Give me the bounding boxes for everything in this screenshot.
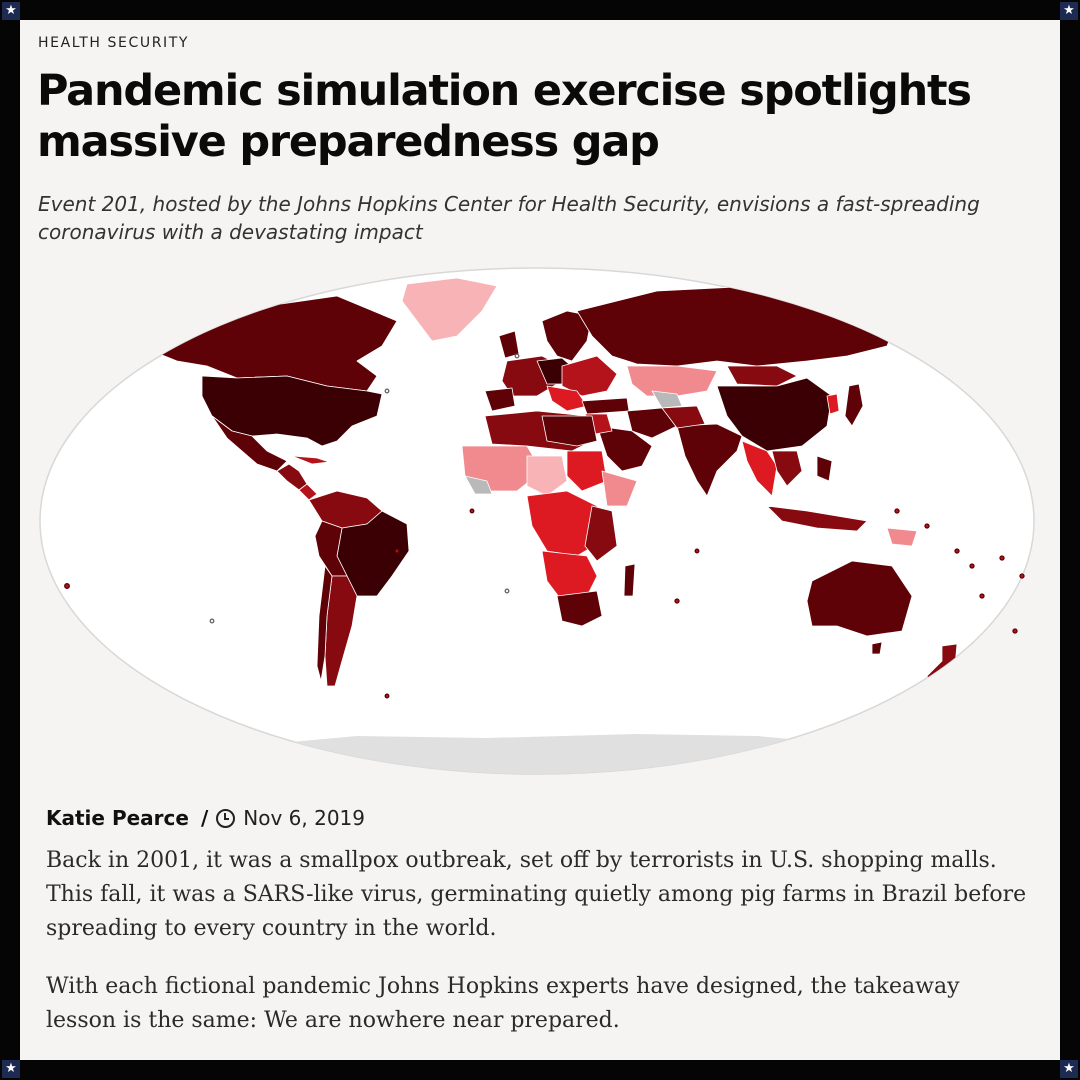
west-africa-gray xyxy=(464,475,493,495)
pakistan-afghan xyxy=(661,405,706,429)
chile-strip xyxy=(316,565,333,682)
indonesia xyxy=(766,505,868,532)
category-label[interactable]: HEALTH SECURITY xyxy=(38,35,190,51)
indochina xyxy=(771,450,803,487)
star-icon: ★ xyxy=(1060,1060,1078,1078)
uk-ireland xyxy=(498,330,520,359)
china xyxy=(716,377,833,452)
byline-separator: / xyxy=(200,806,209,830)
europe-east xyxy=(561,355,618,397)
star-icon: ★ xyxy=(1060,2,1078,20)
south-africa xyxy=(556,590,603,627)
clock-icon xyxy=(216,808,236,828)
article-paragraph: With each fictional pandemic Johns Hopki… xyxy=(46,974,960,1033)
scandinavia xyxy=(541,310,593,362)
new-guinea xyxy=(886,527,918,547)
article-paragraph: Back in 2001, it was a smallpox outbreak… xyxy=(46,848,1027,941)
arabia xyxy=(596,425,653,472)
mexico xyxy=(211,415,288,472)
india xyxy=(676,423,743,497)
egypt-libya xyxy=(541,415,598,447)
central-america-south xyxy=(298,483,318,501)
iberia xyxy=(484,387,516,412)
philippines xyxy=(816,455,833,482)
central-africa-light xyxy=(526,455,568,497)
australia xyxy=(806,560,913,637)
star-icon: ★ xyxy=(2,2,20,20)
caribbean xyxy=(291,455,330,465)
central-asia-gray xyxy=(651,390,683,409)
central-asia xyxy=(626,365,718,397)
article-headline: Pandemic simulation exercise spotlights … xyxy=(37,66,972,167)
iran xyxy=(626,407,678,439)
sudan xyxy=(566,450,608,492)
italy-balkans xyxy=(546,385,588,412)
horn-africa xyxy=(601,470,638,507)
article-card: HEALTH SECURITY Pandemic simulation exer… xyxy=(20,20,1060,1060)
greenland xyxy=(401,277,498,342)
mongolia xyxy=(726,365,798,387)
world-map-image xyxy=(37,266,1037,776)
author-name[interactable]: Katie Pearce xyxy=(46,806,189,830)
southeast-asia xyxy=(741,440,778,497)
tasmania xyxy=(871,641,883,655)
east-africa xyxy=(584,505,618,562)
article-subheadline: Event 201, hosted by the Johns Hopkins C… xyxy=(38,192,980,244)
antarctica xyxy=(247,734,847,774)
korea xyxy=(826,393,840,415)
madagascar xyxy=(623,563,636,597)
japan xyxy=(844,383,864,427)
byline: Katie Pearce / Nov 6, 2019 xyxy=(46,806,365,830)
turkey xyxy=(581,397,630,415)
star-icon: ★ xyxy=(2,1060,20,1078)
publish-date: Nov 6, 2019 xyxy=(243,806,365,830)
world-map-icon xyxy=(39,267,1035,775)
